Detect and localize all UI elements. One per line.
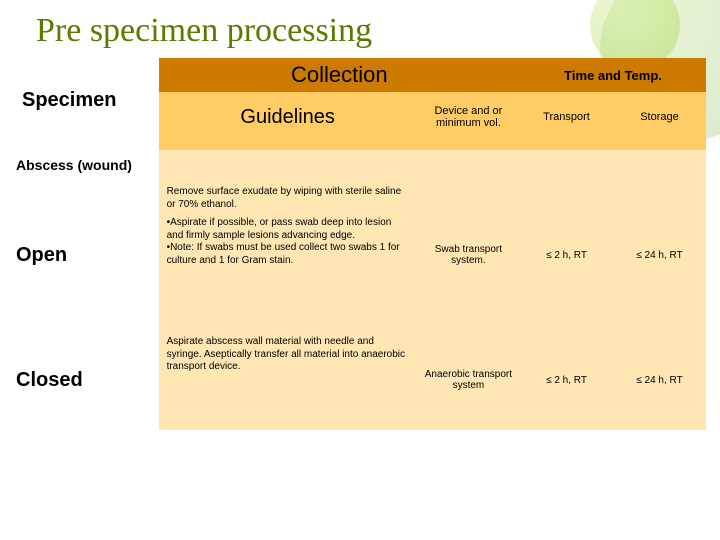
- header-time-temp: Time and Temp.: [520, 58, 706, 92]
- header-collection: Collection: [159, 58, 520, 92]
- guide-closed-body: Aspirate abscess wall material with need…: [167, 336, 409, 374]
- spacer-row: [14, 142, 706, 150]
- guide-open-top: Remove surface exudate by wiping with st…: [167, 186, 409, 211]
- row-label-closed: Closed: [14, 330, 159, 430]
- header-specimen: Specimen: [14, 58, 159, 142]
- row-label-open: Open: [14, 180, 159, 330]
- header-device: Device and or minimum vol.: [417, 92, 520, 142]
- header-storage: Storage: [613, 92, 706, 142]
- guidelines-open: Remove surface exudate by wiping with st…: [159, 180, 417, 330]
- storage-closed: ≤ 24 h, RT: [613, 330, 706, 430]
- storage-open: ≤ 24 h, RT: [613, 180, 706, 330]
- table-row: Open Remove surface exudate by wiping wi…: [14, 180, 706, 330]
- device-open: Swab transport system.: [417, 180, 520, 330]
- header-row-1: Specimen Collection Time and Temp.: [14, 58, 706, 92]
- guide-open-body: •Aspirate if possible, or pass swab deep…: [167, 217, 409, 267]
- category-row: Abscess (wound): [14, 150, 706, 180]
- device-closed: Anaerobic transport system: [417, 330, 520, 430]
- header-guidelines: Guidelines: [159, 92, 417, 142]
- category-label: Abscess (wound): [14, 150, 159, 180]
- specimen-table: Specimen Collection Time and Temp. Guide…: [14, 58, 706, 430]
- guidelines-closed: Aspirate abscess wall material with need…: [159, 330, 417, 430]
- transport-closed: ≤ 2 h, RT: [520, 330, 613, 430]
- transport-open: ≤ 2 h, RT: [520, 180, 613, 330]
- header-transport: Transport: [520, 92, 613, 142]
- specimen-table-container: Specimen Collection Time and Temp. Guide…: [14, 58, 706, 430]
- table-row: Closed Aspirate abscess wall material wi…: [14, 330, 706, 430]
- page-title: Pre specimen processing: [0, 0, 720, 58]
